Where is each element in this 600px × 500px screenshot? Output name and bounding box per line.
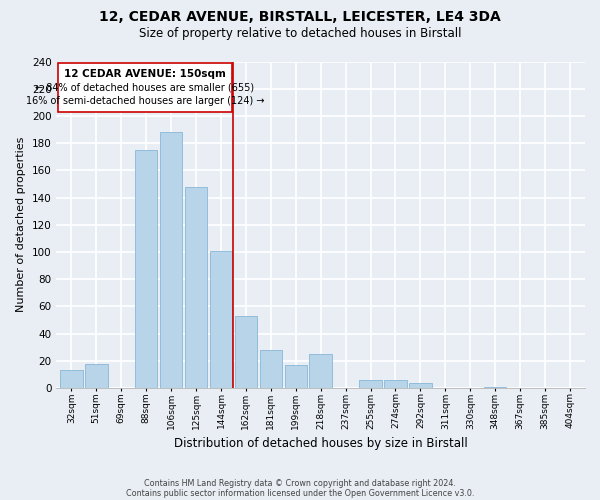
Bar: [384, 380, 407, 388]
Bar: [135, 150, 157, 388]
Text: 12 CEDAR AVENUE: 150sqm: 12 CEDAR AVENUE: 150sqm: [64, 68, 226, 78]
Bar: [210, 250, 232, 388]
FancyBboxPatch shape: [58, 63, 232, 112]
Bar: [260, 350, 282, 388]
Bar: [60, 370, 83, 388]
Text: 12, CEDAR AVENUE, BIRSTALL, LEICESTER, LE4 3DA: 12, CEDAR AVENUE, BIRSTALL, LEICESTER, L…: [99, 10, 501, 24]
Bar: [185, 186, 207, 388]
Y-axis label: Number of detached properties: Number of detached properties: [16, 137, 26, 312]
Text: Contains HM Land Registry data © Crown copyright and database right 2024.: Contains HM Land Registry data © Crown c…: [144, 478, 456, 488]
Bar: [409, 382, 431, 388]
Text: 16% of semi-detached houses are larger (124) →: 16% of semi-detached houses are larger (…: [26, 96, 264, 106]
Bar: [235, 316, 257, 388]
Bar: [85, 364, 107, 388]
X-axis label: Distribution of detached houses by size in Birstall: Distribution of detached houses by size …: [174, 437, 467, 450]
Bar: [310, 354, 332, 388]
Bar: [284, 365, 307, 388]
Text: ← 84% of detached houses are smaller (655): ← 84% of detached houses are smaller (65…: [35, 82, 254, 92]
Bar: [160, 132, 182, 388]
Text: Contains public sector information licensed under the Open Government Licence v3: Contains public sector information licen…: [126, 488, 474, 498]
Bar: [359, 380, 382, 388]
Text: Size of property relative to detached houses in Birstall: Size of property relative to detached ho…: [139, 28, 461, 40]
Bar: [484, 387, 506, 388]
